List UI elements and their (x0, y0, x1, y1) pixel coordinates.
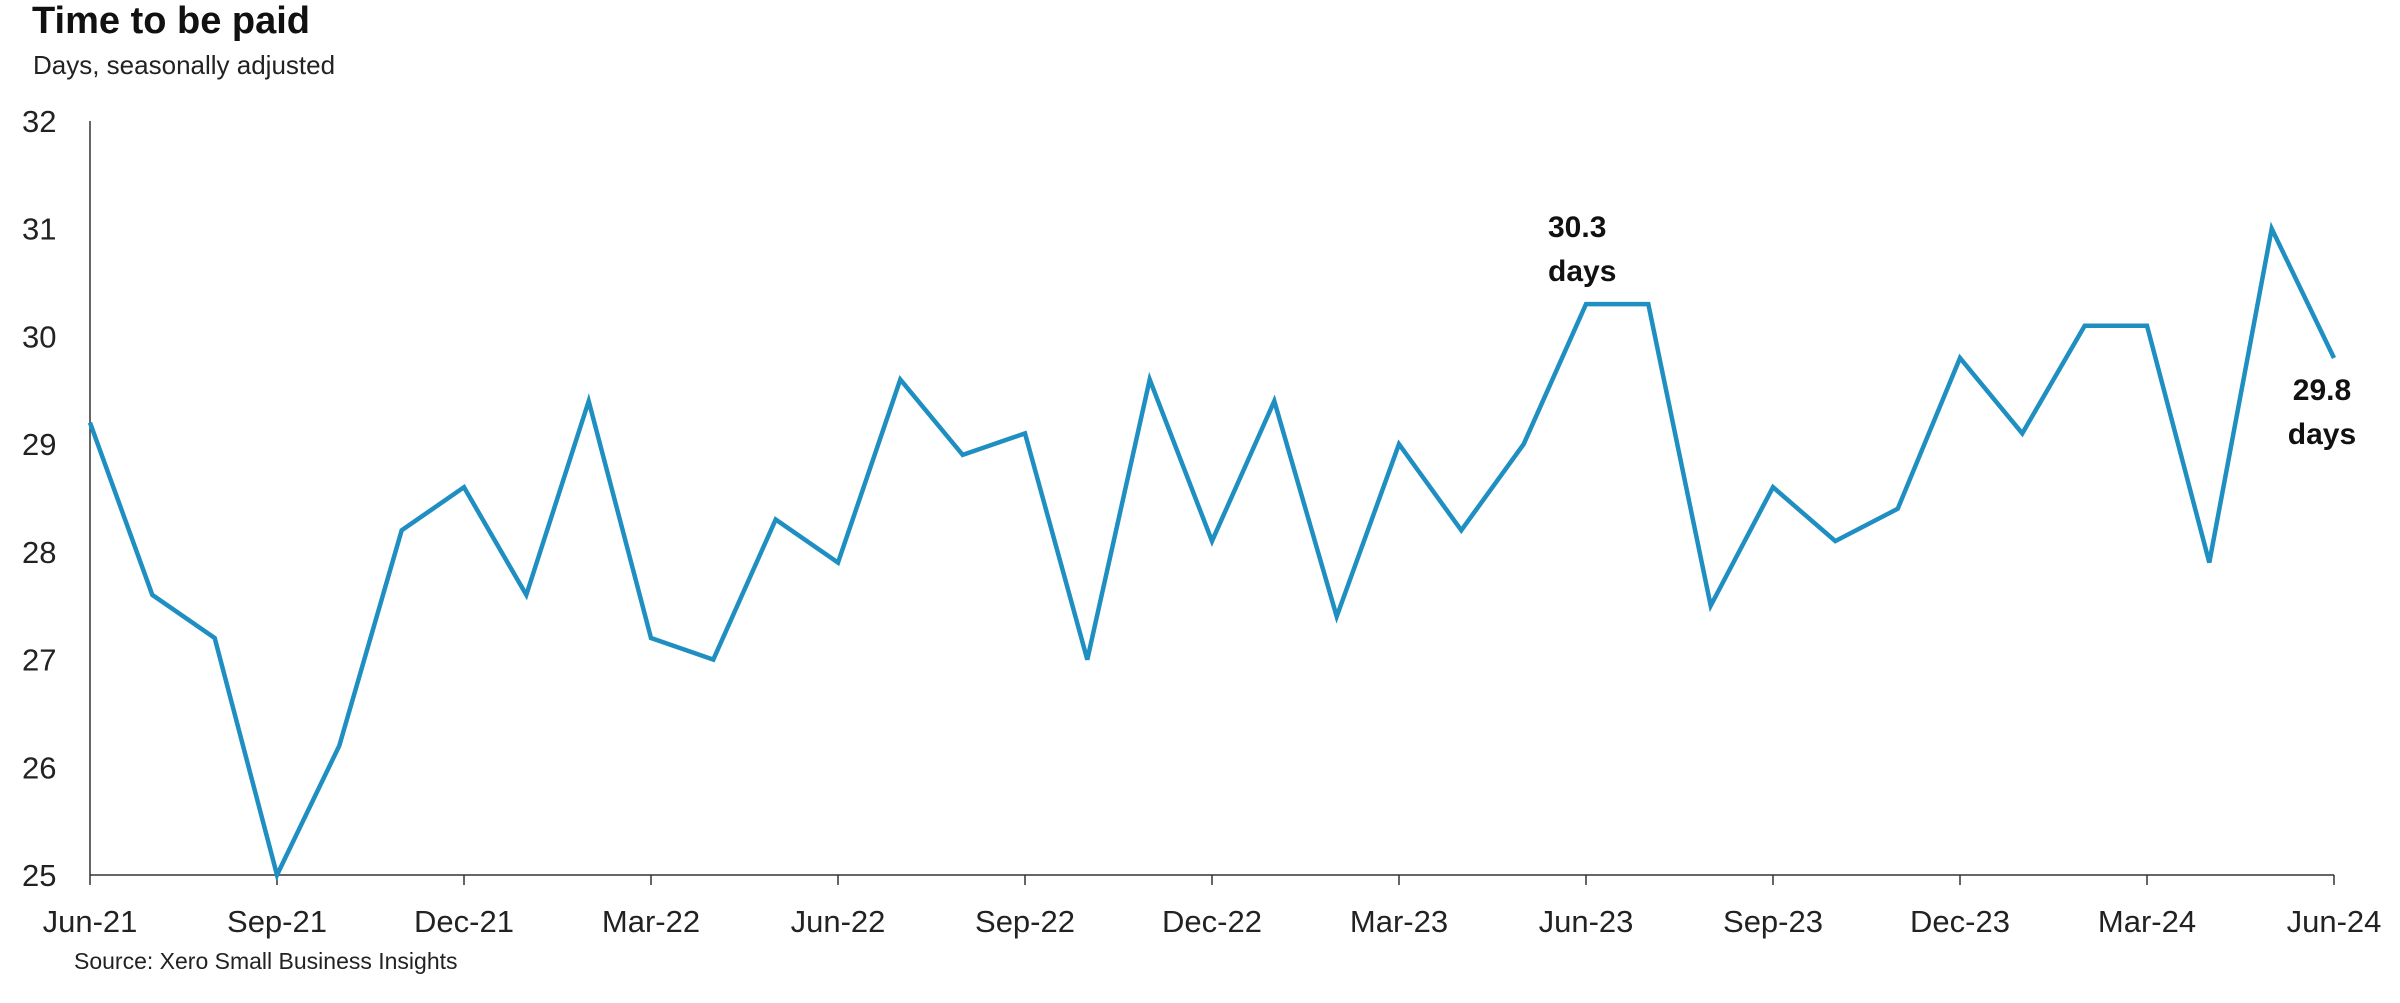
y-axis-ticks: 32 31 30 29 28 27 26 25 (22, 104, 56, 893)
source-note: Source: Xero Small Business Insights (74, 948, 458, 974)
x-tick-label: Jun-24 (2287, 904, 2382, 939)
chart-title: Time to be paid (32, 0, 311, 42)
x-tick-label: Dec-22 (1162, 904, 1262, 939)
y-tick-label: 32 (22, 104, 56, 139)
y-tick-label: 28 (22, 535, 56, 570)
x-tick-label: Jun-23 (1539, 904, 1634, 939)
annotations: 30.3 days 29.8 days (1548, 211, 2356, 451)
annotation-unit: days (2288, 418, 2356, 451)
x-tick-label: Mar-22 (602, 904, 700, 939)
x-tick-label: Sep-21 (227, 904, 327, 939)
series-line (87, 221, 2337, 882)
x-tick-label: Jun-22 (791, 904, 886, 939)
axes (89, 121, 2334, 876)
annotation-value: 29.8 (2293, 374, 2351, 407)
series-group (87, 221, 2337, 882)
y-tick-label: 25 (22, 858, 56, 893)
x-tick-label: Dec-23 (1910, 904, 2010, 939)
x-tick-label: Sep-23 (1723, 904, 1823, 939)
annotation-value: 30.3 (1548, 211, 1606, 244)
y-tick-label: 30 (22, 319, 56, 354)
x-tick-label: Dec-21 (414, 904, 514, 939)
y-tick-label: 29 (22, 427, 56, 462)
x-tick-label: Mar-23 (1350, 904, 1448, 939)
chart-subtitle: Days, seasonally adjusted (33, 50, 336, 80)
y-tick-label: 31 (22, 212, 56, 247)
annotation-unit: days (1548, 255, 1616, 288)
y-tick-label: 27 (22, 643, 56, 678)
y-tick-label: 26 (22, 750, 56, 785)
x-axis-ticks: Jun-21 Sep-21 Dec-21 Mar-22 Jun-22 Sep-22 Dec-… (43, 875, 2382, 939)
x-tick-label: Jun-21 (43, 904, 138, 939)
x-tick-label: Mar-24 (2098, 904, 2196, 939)
x-tick-label: Sep-22 (975, 904, 1075, 939)
